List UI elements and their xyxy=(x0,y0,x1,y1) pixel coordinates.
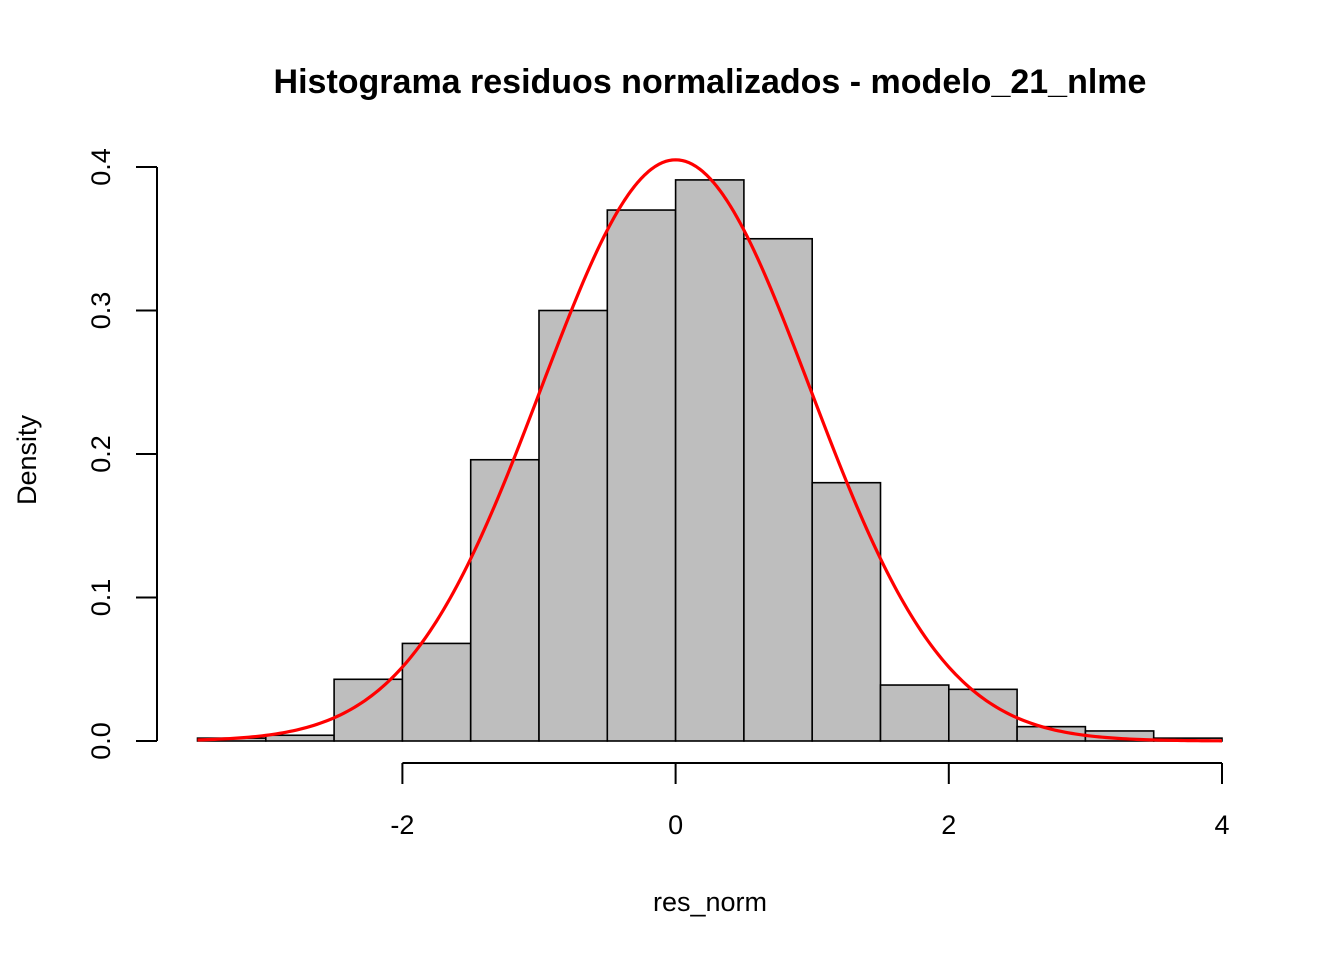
histogram-bar xyxy=(264,734,335,742)
histogram-bars xyxy=(196,179,1223,742)
histogram-bar xyxy=(538,309,609,742)
x-tick-label: -2 xyxy=(390,810,414,840)
histogram-bar xyxy=(947,688,1018,742)
histogram-bar xyxy=(469,458,540,742)
x-axis-label: res_norm xyxy=(653,887,767,917)
x-tick-label: 0 xyxy=(668,810,683,840)
histogram-bar xyxy=(674,179,745,742)
chart-title: Histograma residuos normalizados - model… xyxy=(274,63,1147,101)
histogram-bar xyxy=(811,481,882,742)
histogram-bar xyxy=(401,642,472,742)
x-tick-label: 2 xyxy=(941,810,956,840)
histogram-bar xyxy=(333,678,404,742)
y-tick-label: 0.2 xyxy=(86,435,116,473)
y-tick-label: 0.0 xyxy=(86,722,116,760)
x-axis: -2 0 2 4 xyxy=(390,762,1230,840)
histogram-bar xyxy=(743,237,814,742)
histogram-bar xyxy=(606,209,677,742)
y-axis: 0.0 0.1 0.2 0.3 0.4 xyxy=(86,148,158,760)
histogram-bar xyxy=(879,684,950,742)
y-tick-label: 0.3 xyxy=(86,292,116,330)
y-axis-label: Density xyxy=(12,414,42,505)
y-tick-label: 0.4 xyxy=(86,148,116,186)
y-tick-label: 0.1 xyxy=(86,579,116,617)
x-tick-label: 4 xyxy=(1214,810,1229,840)
normal-density-curve xyxy=(197,158,1223,743)
